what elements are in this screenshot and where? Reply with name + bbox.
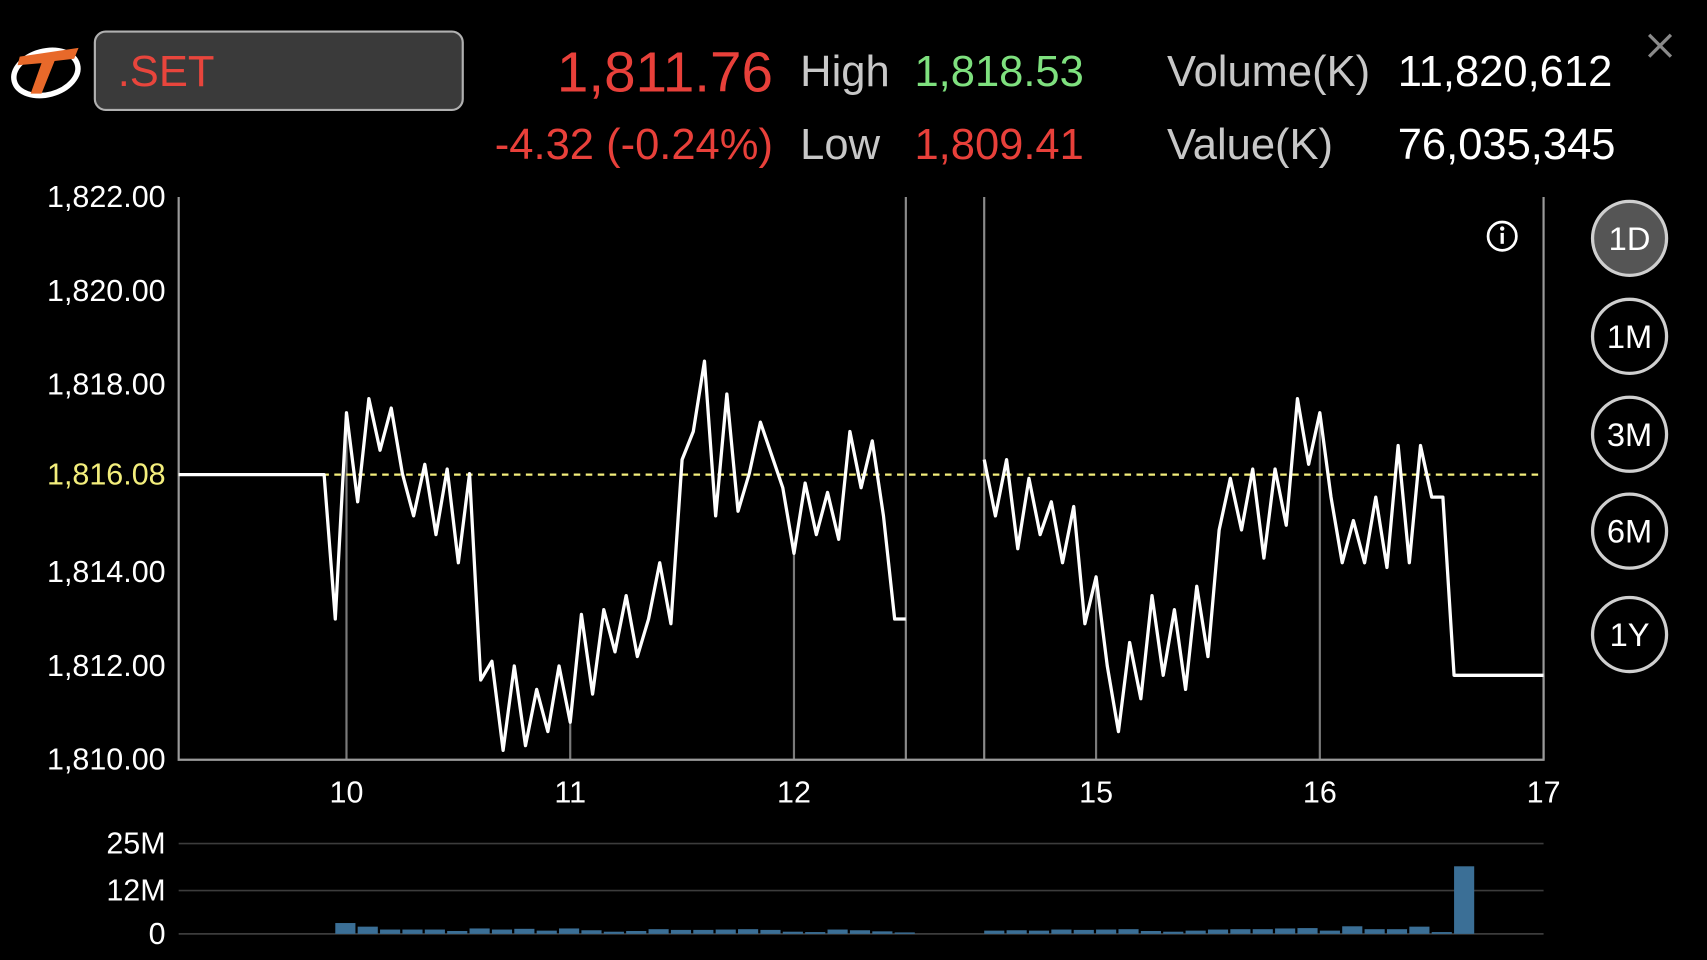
volume-bar — [1409, 926, 1430, 934]
volume-bar — [894, 932, 915, 934]
volume-bar — [447, 930, 468, 934]
volume-bar — [402, 929, 423, 934]
low-value: 1,809.41 — [914, 121, 1083, 169]
volume-bar — [670, 929, 692, 934]
period-label: 6M — [1607, 513, 1652, 550]
volume-bar — [872, 931, 893, 934]
volume-bar — [738, 929, 759, 934]
plot-frame — [177, 197, 1545, 761]
x-tick-label: 12 — [777, 775, 811, 809]
volume-bar — [536, 930, 557, 934]
period-button[interactable] — [1590, 595, 1669, 674]
period-label: 1M — [1607, 318, 1652, 355]
volume-bar — [760, 929, 781, 934]
volume-tick-label: 25M — [106, 827, 165, 861]
volume-bar — [626, 930, 647, 934]
volume-bar — [805, 932, 826, 934]
volume-bar — [514, 928, 535, 934]
volume-bar — [491, 929, 513, 934]
period-button[interactable] — [1590, 492, 1669, 570]
prev-close-label: 1,816.08 — [47, 458, 166, 492]
volume-bar — [469, 928, 490, 934]
symbol: .SET — [118, 48, 215, 96]
volume-bar — [1454, 866, 1475, 934]
volume-bar — [1096, 929, 1117, 934]
close-button[interactable] — [1647, 33, 1673, 58]
last-price: 1,811.76 — [557, 40, 773, 103]
x-tick-label: 16 — [1303, 775, 1337, 809]
volume-bar — [715, 929, 736, 934]
price-line — [982, 397, 1544, 734]
volume-bar — [782, 931, 803, 934]
volume-bar — [827, 929, 848, 934]
volume-bar — [1431, 932, 1452, 934]
volume-tick-label: 12M — [106, 874, 165, 908]
volume-bar — [1140, 930, 1161, 934]
period-button[interactable] — [1590, 395, 1669, 473]
y-tick-label: 1,814.00 — [47, 555, 166, 589]
volume-bar — [1275, 928, 1296, 934]
volume-bar — [335, 923, 356, 934]
volume-bar — [1364, 929, 1385, 934]
period-button[interactable] — [1590, 199, 1669, 278]
volume-bar — [1051, 929, 1072, 934]
y-tick-label: 1,810.00 — [47, 743, 166, 777]
volume-bar — [1028, 930, 1050, 934]
value-value: 76,035,345 — [1398, 121, 1616, 169]
volume-bar — [1207, 929, 1229, 934]
volume-bar — [1342, 926, 1363, 934]
period-button[interactable] — [1590, 297, 1669, 375]
value-label: Value(K) — [1167, 121, 1333, 169]
volume-bar — [1319, 930, 1340, 934]
volume-bar — [581, 930, 602, 934]
x-tick-label: 15 — [1079, 775, 1113, 809]
x-tick-label: 17 — [1527, 775, 1561, 809]
y-tick-label: 1,818.00 — [47, 368, 166, 402]
period-label: 1D — [1609, 220, 1651, 257]
volume-label: Volume(K) — [1167, 48, 1370, 96]
high-value: 1,818.53 — [914, 48, 1083, 96]
y-tick-label: 1,812.00 — [47, 649, 166, 683]
volume-bar — [1163, 931, 1184, 934]
volume-bar — [1230, 929, 1251, 934]
info-button[interactable] — [1486, 220, 1518, 252]
volume-bar — [693, 929, 714, 934]
volume-bar — [1297, 928, 1318, 934]
volume-bar — [1252, 929, 1273, 934]
x-tick-label: 11 — [554, 775, 586, 809]
volume-bar — [1118, 929, 1139, 934]
high-label: High — [800, 48, 890, 96]
volume-bar — [1073, 929, 1094, 934]
volume-bar — [603, 931, 624, 934]
volume-bar — [424, 929, 445, 934]
y-tick-label: 1,820.00 — [47, 274, 166, 308]
volume-bar — [1386, 929, 1408, 934]
change: -4.32 (-0.24%) — [495, 121, 773, 169]
period-label: 3M — [1607, 416, 1652, 453]
volume-bar — [559, 928, 580, 934]
x-tick-label: 10 — [330, 775, 364, 809]
y-tick-label: 1,822.00 — [47, 180, 166, 214]
period-label: 1Y — [1610, 616, 1650, 653]
volume-bar — [1185, 930, 1206, 934]
volume-tick-label: 0 — [149, 917, 166, 951]
volume-bar — [849, 930, 871, 934]
volume-bar — [1006, 930, 1027, 934]
price-line — [178, 359, 906, 752]
logo — [11, 47, 81, 99]
volume-bar — [357, 926, 378, 934]
volume-bar — [380, 929, 401, 934]
symbol-input[interactable] — [93, 30, 464, 112]
volume-bar — [984, 930, 1005, 934]
volume-value: 11,820,612 — [1398, 48, 1613, 96]
low-label: Low — [800, 121, 880, 169]
volume-bar — [648, 929, 669, 934]
